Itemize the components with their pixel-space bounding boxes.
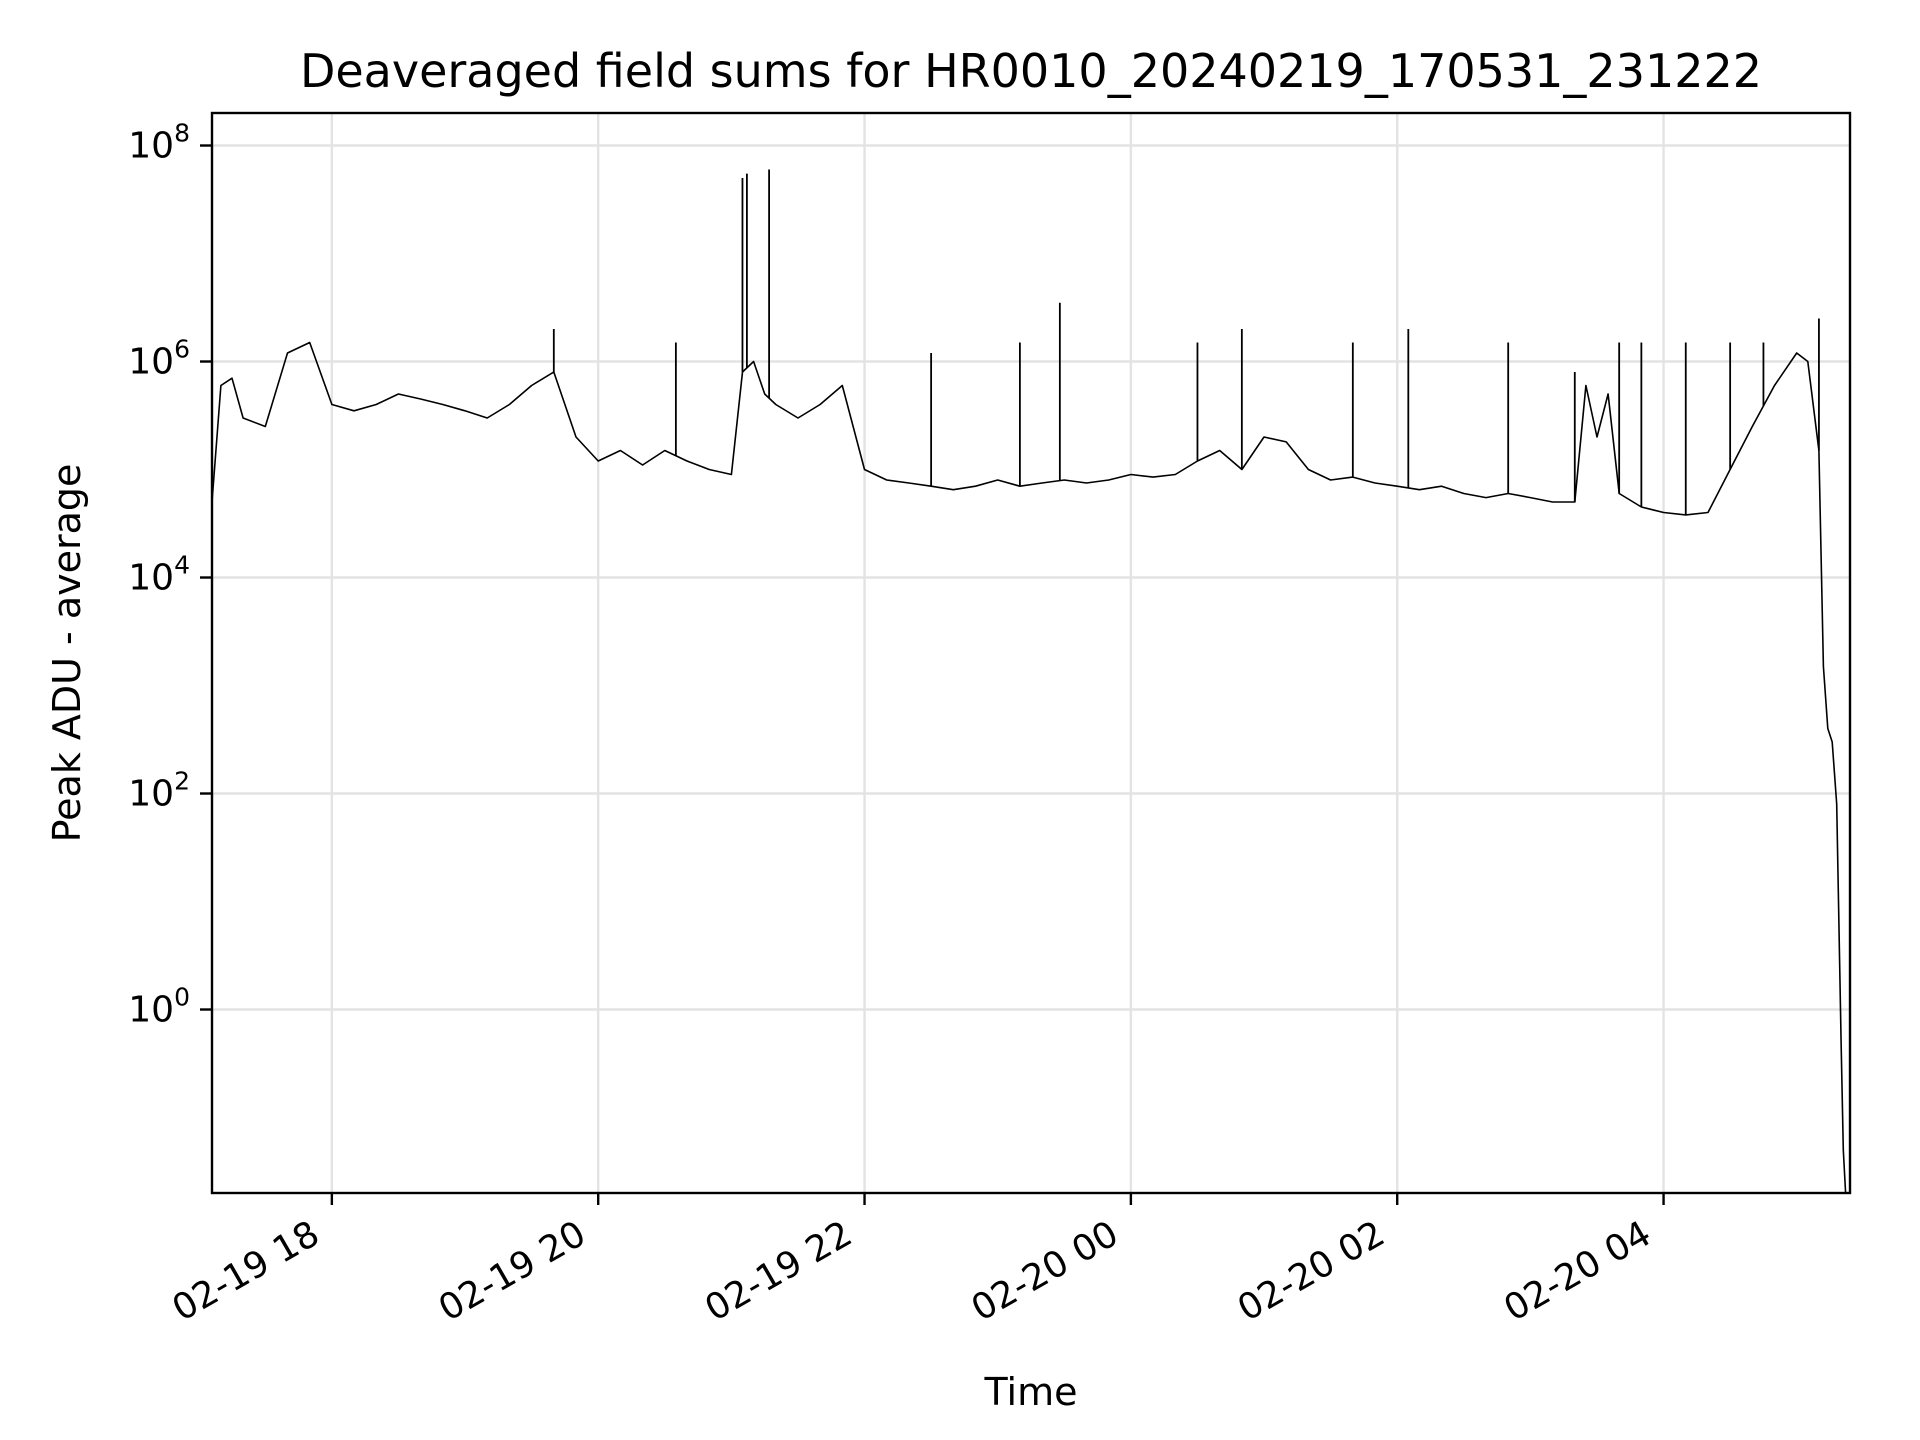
grid-lines xyxy=(212,113,1850,1193)
x-tick-label: 02-20 04 xyxy=(1497,1213,1658,1329)
axis-ticks: 02-19 18 02-19 20 02-19 22 02-20 00 02-20 02… xyxy=(128,119,1665,1330)
x-tick-label: 02-19 22 xyxy=(698,1213,859,1329)
series-line xyxy=(211,341,1848,1194)
x-tick-label: 02-19 18 xyxy=(166,1213,327,1329)
y-tick-label: 104 xyxy=(128,551,190,599)
x-tick-label: 02-20 02 xyxy=(1231,1213,1392,1329)
y-tick-label: 108 xyxy=(128,119,190,167)
y-tick-label: 102 xyxy=(128,767,190,815)
series-layer xyxy=(211,169,1848,1194)
y-axis-label: Peak ADU - average xyxy=(45,464,89,843)
x-axis-label: Time xyxy=(984,1370,1078,1414)
x-tick-label: 02-19 20 xyxy=(432,1213,593,1329)
x-tick-label: 02-20 00 xyxy=(965,1213,1126,1329)
chart-title: Deaveraged field sums for HR0010_2024021… xyxy=(300,44,1762,98)
y-tick-label: 106 xyxy=(128,335,190,383)
y-tick-label: 100 xyxy=(128,983,190,1031)
plot-frame xyxy=(210,111,1852,1195)
